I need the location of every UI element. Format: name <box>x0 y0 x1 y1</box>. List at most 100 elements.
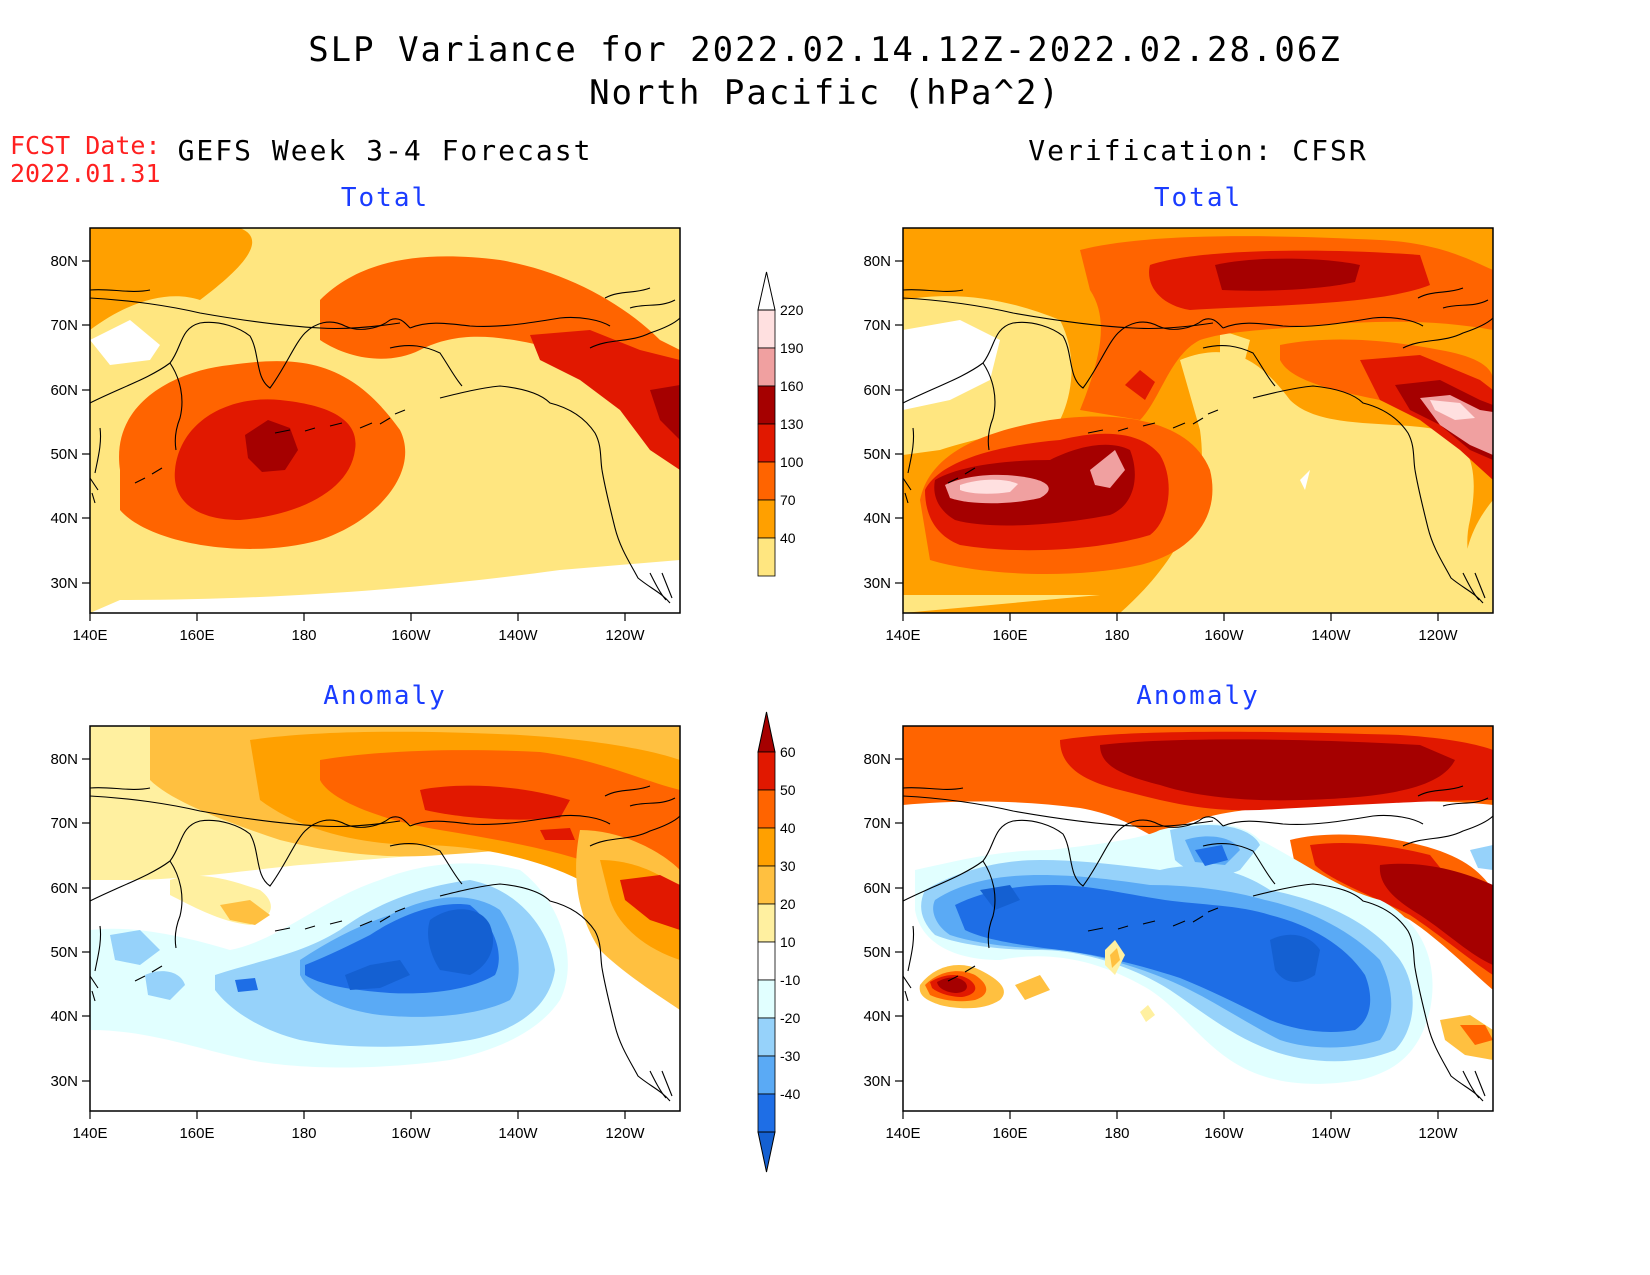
fcst-date-value: 2022.01.31 <box>10 159 161 188</box>
lat-tick-label: 80N <box>50 253 78 270</box>
forecast-anomaly-map <box>90 726 680 1111</box>
lat-tick-label: 50N <box>863 446 891 463</box>
lon-tick-label: 160E <box>992 627 1027 644</box>
lat-tick-label: 50N <box>50 944 78 961</box>
lon-tick-label: 140E <box>885 1125 920 1142</box>
colorbar-level-label: 220 <box>780 302 804 318</box>
colorbar-segment <box>757 903 776 943</box>
lon-tick-label: 180 <box>291 1125 316 1142</box>
lat-tick-label: 50N <box>50 446 78 463</box>
lat-tick-label: 60N <box>863 880 891 897</box>
colorbar-level-label: 20 <box>780 896 796 912</box>
lat-tick-label: 60N <box>863 382 891 399</box>
colorbar-level-label: 70 <box>780 492 796 508</box>
lon-tick-label: 140W <box>498 1125 538 1142</box>
colorbar-anomaly: -40 -30 -20 -10 10 20 30 40 50 60 <box>757 711 800 1173</box>
colorbar-segment <box>757 347 776 387</box>
colorbar-segment <box>757 1055 776 1095</box>
colorbar-segment <box>757 423 776 463</box>
colorbar-segment <box>757 461 776 501</box>
frame-forecast-total <box>89 227 681 614</box>
colorbar-level-label: 40 <box>780 820 796 836</box>
colorbar-level-label: 190 <box>780 340 804 356</box>
colorbar-level-label: 50 <box>780 782 796 798</box>
lat-tick-label: 80N <box>50 751 78 768</box>
colorbar-level-label: 160 <box>780 378 804 394</box>
lon-tick-label: 140W <box>1311 1125 1351 1142</box>
lat-tick-label: 30N <box>50 1073 78 1090</box>
colorbar-segment <box>757 789 776 829</box>
lon-tick-label: 140W <box>1311 627 1351 644</box>
colorbar-segment <box>757 979 776 1019</box>
lon-tick-label: 120W <box>1418 627 1458 644</box>
lon-tick-label: 180 <box>1104 627 1129 644</box>
panel-title-forecast-total: Total <box>340 183 430 213</box>
colorbar-level-label: -30 <box>780 1048 800 1064</box>
lat-tick-label: 70N <box>50 815 78 832</box>
frame-forecast-anomaly <box>89 725 681 1112</box>
colorbar-level-label: -10 <box>780 972 800 988</box>
lat-tick-label: 60N <box>50 880 78 897</box>
lat-tick-label: 50N <box>863 944 891 961</box>
frame-verification-total <box>902 227 1494 614</box>
lon-tick-label: 160W <box>391 627 431 644</box>
lon-tick-label: 160E <box>179 1125 214 1142</box>
verification-anomaly-map <box>903 726 1493 1111</box>
main-title: SLP Variance for 2022.02.14.12Z-2022.02.… <box>308 30 1342 70</box>
colorbar-level-label: 100 <box>780 454 804 470</box>
panel-title-verification-anomaly: Anomaly <box>1136 681 1260 711</box>
lat-tick-label: 40N <box>50 510 78 527</box>
lon-tick-label: 160E <box>179 627 214 644</box>
colorbar-segment <box>757 1093 776 1133</box>
lat-tick-label: 40N <box>863 1008 891 1025</box>
colorbar-level-label: 10 <box>780 934 796 950</box>
lat-tick-label: 30N <box>863 575 891 592</box>
lon-tick-label: 140W <box>498 627 538 644</box>
colorbar-segment <box>757 385 776 425</box>
lon-tick-label: 160E <box>992 1125 1027 1142</box>
lon-tick-label: 160W <box>1204 627 1244 644</box>
colorbar-segment <box>757 941 776 981</box>
lat-tick-label: 40N <box>50 1008 78 1025</box>
lat-tick-label: 40N <box>863 510 891 527</box>
lon-tick-label: 160W <box>391 1125 431 1142</box>
lat-tick-label: 80N <box>863 253 891 270</box>
colorbar-level-label: 130 <box>780 416 804 432</box>
colorbar-level-label: -40 <box>780 1086 800 1102</box>
fcst-date-label: FCST Date: <box>10 131 161 160</box>
forecast-total-map <box>90 228 680 613</box>
colorbar-segment <box>757 309 776 349</box>
colorbar-level-label: 60 <box>780 744 796 760</box>
lat-tick-label: 70N <box>863 815 891 832</box>
lon-tick-label: 120W <box>1418 1125 1458 1142</box>
panel-title-forecast-anomaly: Anomaly <box>323 681 447 711</box>
lon-tick-label: 140E <box>72 627 107 644</box>
colorbar-level-label: -20 <box>780 1010 800 1026</box>
lat-tick-label: 70N <box>863 317 891 334</box>
lon-tick-label: 160W <box>1204 1125 1244 1142</box>
lon-tick-label: 120W <box>605 1125 645 1142</box>
lon-tick-label: 120W <box>605 627 645 644</box>
lat-tick-label: 60N <box>50 382 78 399</box>
lat-tick-label: 30N <box>863 1073 891 1090</box>
colorbar-segment <box>757 751 776 791</box>
axes-layer: 140E 160E 180 160W 140W 120W 30N 40N 50N 60N 70N 80… <box>50 253 1458 1142</box>
lon-tick-label: 140E <box>885 627 920 644</box>
colorbar-segment <box>757 537 776 577</box>
colorbar-upper-triangle <box>757 711 776 753</box>
lat-tick-label: 70N <box>50 317 78 334</box>
lon-tick-label: 180 <box>1104 1125 1129 1142</box>
colorbar-segment <box>757 1017 776 1057</box>
main-subtitle: North Pacific (hPa^2) <box>589 73 1061 113</box>
colorbar-upper-triangle <box>757 271 776 311</box>
frame-verification-anomaly <box>902 725 1494 1112</box>
colorbar-level-label: 40 <box>780 530 796 546</box>
colorbar-segment <box>757 499 776 539</box>
lat-tick-label: 30N <box>50 575 78 592</box>
panel-title-verification-total: Total <box>1153 183 1243 213</box>
verification-total-map <box>903 228 1493 613</box>
column-title-forecast: GEFS Week 3-4 Forecast <box>177 134 593 167</box>
colorbar-total: 40 70 100 130 160 190 220 <box>757 271 804 577</box>
column-title-verification: Verification: CFSR <box>1028 134 1368 167</box>
